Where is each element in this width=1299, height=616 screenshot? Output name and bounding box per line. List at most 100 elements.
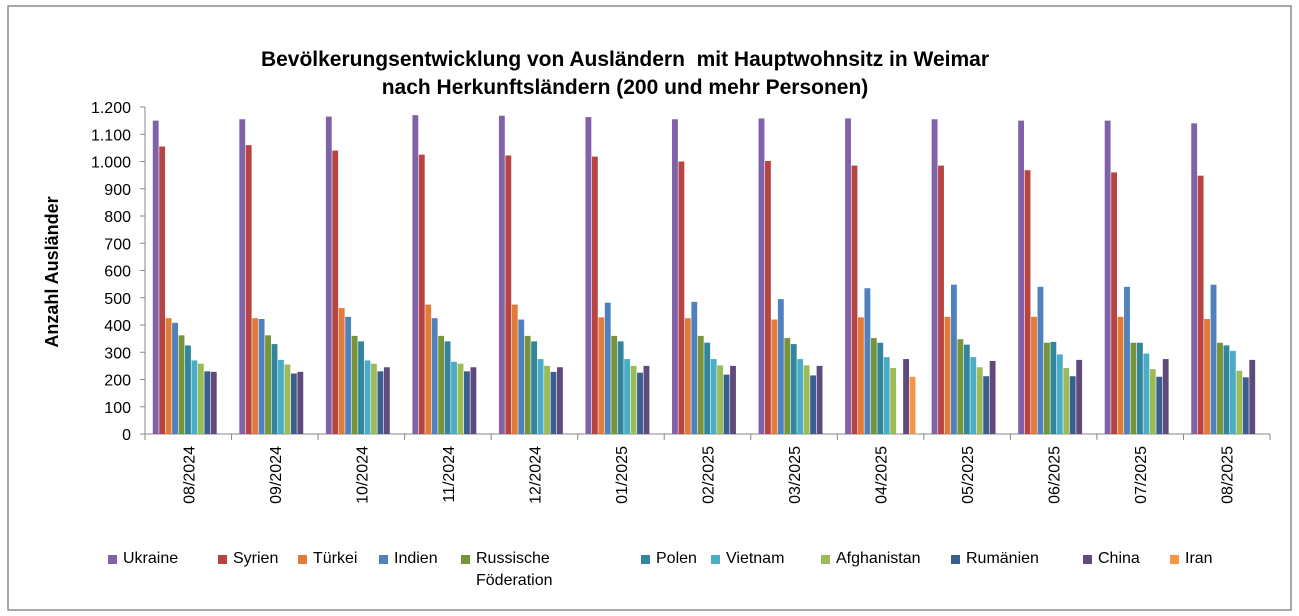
bar (457, 363, 464, 434)
bar (518, 319, 525, 434)
chart-frame (7, 5, 1292, 611)
bar (810, 375, 817, 434)
legend-label: Vietnam (726, 550, 785, 567)
bar (1056, 354, 1063, 434)
legend-label: Russische Föderation (476, 550, 553, 589)
bar (557, 367, 563, 434)
x-tick-label: 04/2025 (874, 446, 891, 504)
bar (851, 165, 858, 434)
bar (672, 119, 678, 434)
x-tick-label: 10/2024 (354, 446, 371, 504)
bar (1104, 120, 1111, 434)
bar (591, 156, 598, 434)
legend-item: Russische Föderation (461, 550, 601, 592)
bar (498, 115, 505, 434)
bar (976, 367, 983, 434)
bar (431, 318, 438, 434)
legend-swatch (1083, 555, 1092, 564)
bar (1191, 123, 1198, 434)
bar (544, 365, 550, 434)
bar (425, 304, 432, 434)
bar (239, 119, 246, 434)
bar (970, 357, 977, 434)
legend-label: Ukraine (123, 550, 179, 567)
y-tick-label: 700 (104, 236, 131, 253)
bar (325, 116, 332, 434)
legend-swatch (711, 555, 720, 564)
bar (617, 341, 624, 434)
bar (1069, 376, 1076, 434)
bar (371, 363, 377, 434)
legend-item: Syrien (218, 550, 278, 570)
bar (1136, 342, 1143, 434)
legend-item: Iran (1170, 550, 1213, 570)
x-tick-label: 07/2025 (1133, 446, 1150, 504)
bar (1063, 368, 1070, 434)
bar (1210, 284, 1217, 434)
legend-item: Indien (379, 550, 438, 570)
y-tick-label: 800 (104, 209, 131, 226)
bar (191, 360, 198, 434)
y-tick-label: 300 (104, 345, 131, 362)
bar (957, 339, 964, 434)
x-tick-label: 09/2024 (268, 446, 285, 504)
bar (877, 342, 884, 434)
bar (338, 308, 345, 434)
bar (524, 335, 531, 434)
bar (1076, 359, 1083, 434)
bar (1050, 341, 1057, 434)
legend-swatch (379, 555, 388, 564)
legend-label: Iran (1185, 550, 1213, 567)
bar (630, 365, 637, 434)
x-tick-label: 05/2025 (960, 446, 977, 504)
bar (624, 359, 631, 434)
bar (351, 335, 358, 434)
bar (332, 150, 339, 434)
bar (1242, 377, 1249, 434)
bar (258, 319, 265, 434)
y-tick-label: 0 (122, 427, 131, 444)
bar (845, 118, 851, 434)
x-tick-label: 01/2025 (614, 446, 631, 504)
bar (1117, 316, 1124, 434)
bar (1037, 286, 1044, 434)
legend-label: China (1098, 550, 1140, 567)
bar (611, 335, 618, 434)
bar (1124, 286, 1130, 434)
bar (963, 344, 970, 434)
legend-label: Türkei (313, 550, 358, 567)
legend-label: Syrien (233, 550, 279, 567)
legend-swatch (298, 555, 307, 564)
legend-item: Türkei (298, 550, 357, 570)
y-tick-label: 600 (104, 264, 131, 281)
y-tick-label: 900 (104, 182, 131, 199)
bar (1031, 316, 1037, 434)
bar (1204, 319, 1211, 434)
bar (383, 367, 390, 434)
y-tick-label: 1.100 (91, 127, 131, 144)
bar (412, 115, 419, 435)
bar (684, 318, 691, 434)
bar (152, 120, 159, 434)
bar (585, 117, 592, 435)
bar (1162, 359, 1169, 434)
legend-swatch (951, 555, 960, 564)
legend-swatch (108, 555, 117, 564)
bar (797, 359, 804, 434)
bar (691, 301, 698, 434)
bar (643, 365, 650, 434)
legend-item: Rumänien (951, 550, 1039, 570)
x-tick-label: 03/2025 (787, 446, 804, 504)
bar (765, 160, 771, 434)
y-tick-label: 1.000 (91, 155, 131, 172)
bar (364, 360, 371, 434)
x-tick-label: 08/2024 (181, 446, 198, 504)
bar (598, 317, 605, 434)
bar (470, 367, 477, 434)
bar (245, 145, 252, 434)
legend-swatch (461, 555, 470, 564)
bar (723, 374, 730, 434)
legend-label: Afghanistan (836, 550, 921, 567)
legend-item: Vietnam (711, 550, 784, 570)
bar (1229, 350, 1236, 434)
